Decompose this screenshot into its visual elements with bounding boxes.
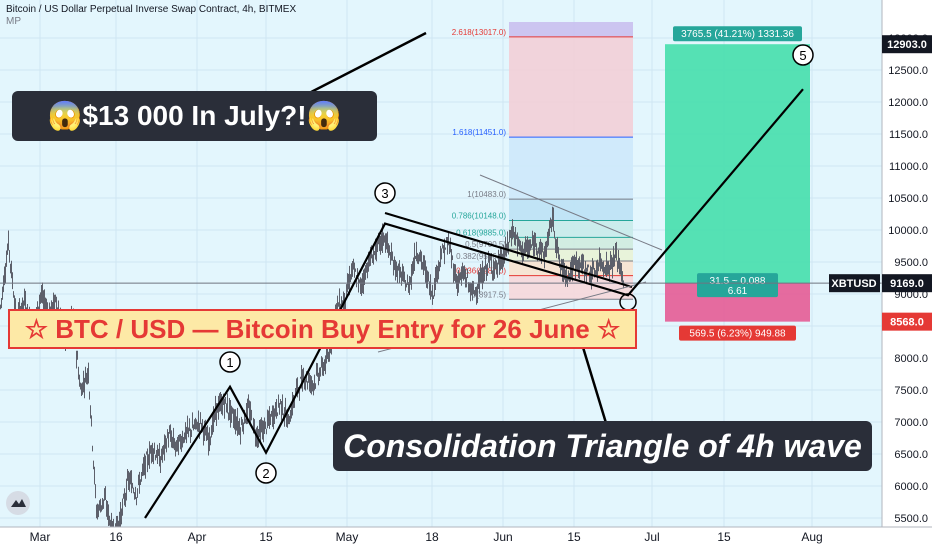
wave-label: 1: [226, 355, 233, 370]
stop-price-tag-bg: [882, 312, 932, 331]
callout-triangle[interactable]: Consolidation Triangle of 4h wave: [333, 421, 872, 471]
time-tick-label: 15: [259, 530, 273, 544]
price-tick-label: 6500.0: [894, 449, 928, 461]
fib-level-label: 2.618(13017.0): [452, 28, 507, 37]
wave-label-circle: [219, 351, 241, 373]
time-tick-label: May: [336, 530, 359, 544]
price-tick-label: 9500.0: [894, 257, 928, 269]
stop-label-box: [679, 325, 796, 341]
time-tick-label: Jun: [493, 530, 512, 544]
price-tick-label: 12000.0: [888, 97, 928, 109]
fib-band: [509, 237, 633, 250]
target-label: 3765.5 (41.21%) 1331.36: [681, 29, 794, 40]
time-axis-bg: [0, 527, 932, 550]
fib-band: [509, 36, 633, 138]
fib-band: [509, 22, 633, 37]
entry-label-box: [697, 273, 778, 298]
callout-july[interactable]: 😱$13 000 In July?!😱: [12, 91, 377, 141]
stop-label: 569.5 (6.23%) 949.88: [689, 329, 786, 340]
price-tick-label: 8000.0: [894, 353, 928, 365]
price-tick-label: 12500.0: [888, 65, 928, 77]
time-tick-label: 18: [425, 530, 439, 544]
symbol-tag: XBTUSD: [831, 278, 876, 290]
target-label-box: [673, 26, 802, 42]
wave-label: 5: [799, 48, 806, 63]
target-price-tag: 12903.0: [887, 39, 927, 51]
fib-level-label: 1.618(11451.0): [452, 128, 506, 137]
symbol-tag-bg: [829, 274, 880, 293]
time-tick-label: Jul: [644, 530, 659, 544]
entry-label-ratio: 31.5 ~ 0.088: [710, 276, 766, 287]
time-tick-label: 15: [717, 530, 731, 544]
price-tick-label: 6000.0: [894, 481, 928, 493]
target-price-tag-bg: [882, 35, 932, 54]
price-tick-label: 10000.0: [888, 225, 928, 237]
fib-band: [509, 249, 633, 261]
wave-label: 3: [381, 186, 388, 201]
price-tick-label: 10500.0: [888, 193, 928, 205]
fib-level-label: 0.5(9700.5): [465, 240, 506, 249]
chart-header: Bitcoin / US Dollar Perpetual Inverse Sw…: [6, 4, 296, 28]
price-tick-label: 11000.0: [889, 161, 928, 173]
triangle-upper-line: [384, 211, 633, 289]
channel-line: [479, 174, 663, 251]
wave-label: 2: [262, 466, 269, 481]
time-tick-label: Aug: [801, 530, 822, 544]
callout-pointer-triangle: [580, 343, 608, 424]
entry-banner[interactable]: ☆ BTC / USD — Bitcoin Buy Entry for 26 J…: [8, 309, 637, 349]
price-tick-label: 7500.0: [894, 385, 928, 397]
fib-band: [509, 220, 633, 238]
price-tags: 12903.0 9169.0 8568.0 XBTUSD: [829, 35, 932, 331]
fib-level-label: 1(10483.0): [467, 190, 506, 199]
fib-band: [509, 199, 633, 221]
chart-title: Bitcoin / US Dollar Perpetual Inverse Sw…: [6, 4, 297, 15]
time-tick-label: Mar: [30, 530, 51, 544]
entry-label-qty: 6.61: [728, 286, 748, 297]
fib-level-label: 0.618(9885.0): [456, 228, 506, 237]
fib-level-label: 0.786(10148.0): [452, 212, 507, 221]
price-tick-label: 7000.0: [894, 417, 928, 429]
price-tick-label: 11500.0: [889, 129, 928, 141]
wave-label-circle: [374, 182, 396, 204]
stop-price-tag: 8568.0: [890, 317, 924, 329]
chart-subtitle: MP: [6, 16, 21, 27]
wave-label-circle: [255, 462, 277, 484]
time-tick-label: Apr: [188, 530, 207, 544]
time-tick-label: 16: [109, 530, 123, 544]
time-axis[interactable]: Mar 16 Apr 15 May 18 Jun 15 Jul 15 Aug: [0, 526, 932, 550]
wave-label-circle: [792, 44, 814, 66]
fib-level-label: 0.382(9516.0): [456, 252, 506, 261]
target-zone: [665, 44, 810, 284]
price-tick-label: 5500.0: [894, 513, 928, 525]
wave-labels: 1 2 3 5: [219, 44, 814, 484]
current-price-tag: 9169.0: [890, 278, 924, 290]
time-tick-label: 15: [567, 530, 581, 544]
fib-band: [509, 137, 633, 200]
current-price-tag-bg: [882, 274, 932, 293]
tradingview-logo-icon[interactable]: [6, 491, 30, 515]
fib-level-label: 0(8917.5): [472, 290, 507, 299]
